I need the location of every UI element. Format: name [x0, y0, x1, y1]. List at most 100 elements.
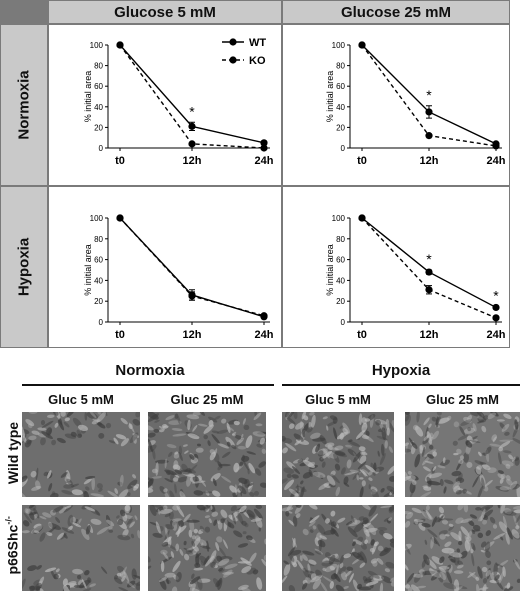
cell-blob: [339, 562, 344, 569]
cell-blob: [63, 421, 70, 428]
cell-blob: [405, 414, 411, 426]
cell-blob: [35, 467, 39, 481]
cell-blob: [357, 461, 367, 470]
condition-rule-hypoxia: [282, 384, 520, 386]
row-header-normoxia: Normoxia: [1, 25, 47, 185]
cell-blob: [361, 519, 368, 526]
cell-blob: [288, 519, 295, 526]
cell-blob: [345, 570, 352, 577]
cell-blob: [208, 518, 212, 524]
x-tick-label: t0: [115, 155, 125, 167]
cell-blob: [463, 505, 469, 513]
cell-blob: [505, 531, 510, 545]
cell-blob: [315, 550, 322, 555]
cell-blob: [407, 471, 412, 475]
cell-blob: [363, 523, 369, 528]
cell-blob: [160, 549, 168, 555]
cell-blob: [485, 446, 492, 455]
cell-blob: [126, 492, 131, 497]
cell-blob: [375, 419, 382, 426]
cell-blob: [362, 470, 366, 477]
cell-blob: [233, 462, 240, 473]
cell-blob: [47, 414, 55, 419]
cell-blob: [363, 575, 374, 584]
cell-blob: [61, 527, 75, 534]
cell-blob: [495, 563, 503, 568]
cell-blob: [195, 447, 204, 453]
cell-blob: [317, 448, 328, 455]
cell-blob: [448, 525, 455, 531]
cell-blob: [471, 529, 476, 535]
cell-blob: [291, 466, 301, 475]
cell-blob: [200, 560, 204, 566]
cell-blob: [497, 470, 504, 474]
cell-blob: [510, 483, 520, 490]
cell-blob: [351, 551, 364, 561]
cell-blob: [28, 511, 35, 521]
x-tick-label: 12h: [420, 155, 439, 167]
cell-blob: [485, 550, 491, 558]
cell-blob: [325, 451, 338, 459]
cell-blob: [457, 560, 463, 566]
cell-blob: [322, 567, 327, 572]
cell-blob: [188, 529, 193, 538]
cell-blob: [439, 571, 447, 581]
y-tick-label: 80: [336, 235, 345, 244]
cell-blob: [489, 443, 501, 447]
y-axis-label: % initial area: [325, 71, 335, 123]
cell-blob: [438, 566, 446, 573]
cell-blob: [198, 539, 208, 547]
cell-blob: [218, 569, 225, 573]
cell-blob: [232, 433, 236, 437]
cell-blob: [255, 516, 263, 528]
cell-blob: [124, 505, 131, 512]
cell-blob: [90, 493, 105, 497]
cell-blob: [467, 530, 473, 540]
series-line-ko: [119, 217, 265, 317]
cell-blob: [334, 450, 346, 456]
cell-blob: [55, 516, 61, 524]
cell-blob: [166, 470, 171, 476]
cell-blob: [73, 584, 85, 588]
cell-blob: [148, 438, 153, 453]
cell-blob: [358, 446, 366, 452]
cell-blob: [252, 569, 259, 575]
cell-blob: [161, 424, 167, 428]
cell-blob: [498, 570, 505, 584]
cell-blob: [426, 431, 432, 445]
cell-blob: [499, 478, 504, 484]
cell-blob: [159, 508, 173, 514]
cell-blob: [126, 580, 136, 588]
cell-blob: [179, 491, 187, 497]
cell-blob: [500, 505, 506, 514]
cell-blob: [308, 505, 318, 510]
cell-blob: [506, 478, 513, 486]
cell-blob: [460, 518, 473, 524]
cell-blob: [342, 422, 351, 434]
cell-blob: [55, 568, 60, 573]
cell-blob: [66, 478, 73, 486]
cell-blob: [513, 505, 520, 510]
cell-blob: [188, 464, 198, 474]
cell-blob: [237, 584, 249, 591]
cell-blob: [198, 528, 204, 535]
cell-blob: [41, 420, 54, 429]
cell-blob: [294, 493, 299, 497]
cell-blob: [309, 515, 320, 524]
cell-blob: [196, 505, 206, 511]
cell-blob: [361, 468, 370, 475]
cell-blob: [49, 492, 59, 497]
cell-blob: [210, 562, 217, 568]
cell-blob: [497, 560, 509, 568]
cell-blob: [352, 517, 358, 525]
cell-blob: [330, 573, 338, 580]
cell-blob: [443, 486, 447, 494]
cell-blob: [213, 448, 218, 458]
chart-panel: 0 20 40 60 80 100 t0 12h 24h % initial area * WT KO: [83, 37, 274, 167]
cell-blob: [361, 451, 368, 456]
cell-blob: [89, 583, 96, 588]
cell-blob: [365, 578, 375, 582]
cell-blob: [301, 582, 308, 590]
cell-blob: [502, 515, 508, 529]
cell-blob: [24, 508, 29, 514]
